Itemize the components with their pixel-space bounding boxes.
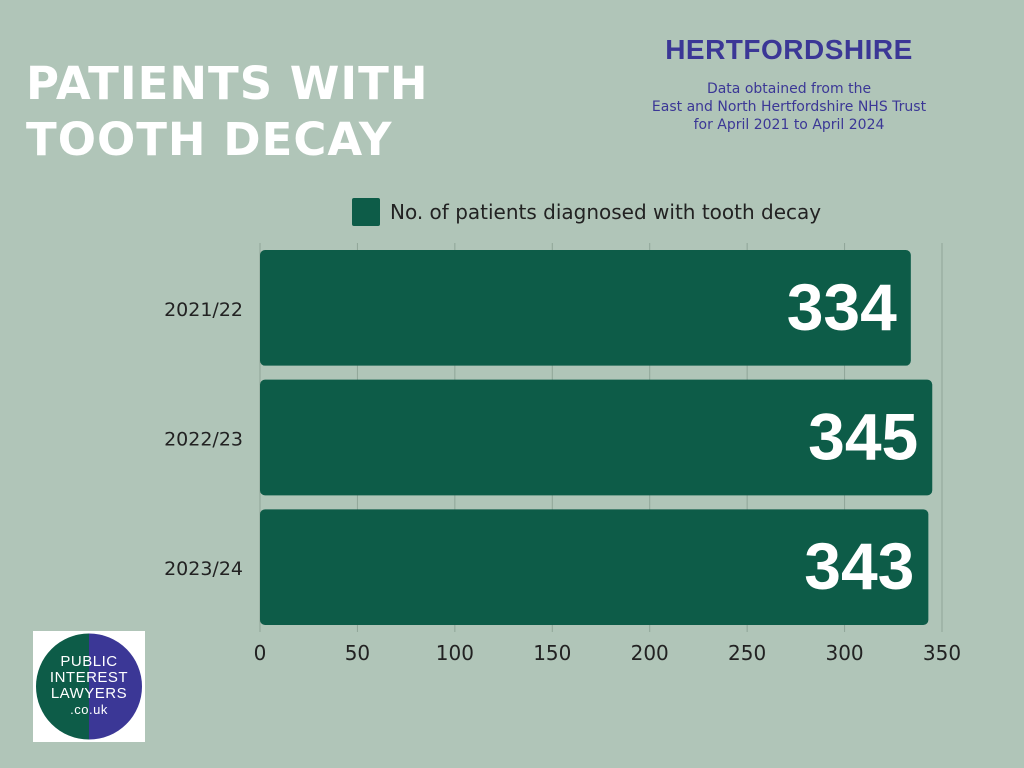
- data-label-1: 345: [808, 400, 918, 474]
- logo-line-2: INTEREST: [49, 669, 129, 686]
- page-title: PATIENTS WITH TOOTH DECAY: [26, 56, 429, 168]
- logo-line-1: PUBLIC: [60, 653, 118, 670]
- logo-line-4: .co.uk: [70, 702, 108, 717]
- category-label-1: 2022/23: [164, 429, 243, 451]
- source-line-3: for April 2021 to April 2024: [693, 117, 885, 133]
- data-label-0: 334: [787, 270, 897, 344]
- tick-label-4: 200: [631, 641, 669, 665]
- brand-logo: PUBLIC INTEREST LAWYERS .co.uk: [33, 631, 145, 742]
- category-label-2: 2023/24: [164, 558, 243, 580]
- logo-wordmark: PUBLIC INTEREST LAWYERS .co.uk: [33, 654, 145, 718]
- data-label-2: 343: [804, 529, 914, 603]
- bar-1: [260, 379, 933, 496]
- logo-line-3: LAWYERS: [50, 685, 128, 702]
- page-title-line-2: TOOTH DECAY: [26, 113, 393, 166]
- tick-label-3: 150: [533, 641, 571, 665]
- tick-label-6: 300: [825, 641, 863, 665]
- region-heading: HERTFORDSHIRE: [665, 34, 913, 65]
- page-title-line-1: PATIENTS WITH: [26, 57, 429, 110]
- bar-2: [260, 509, 929, 625]
- bar-0: [260, 250, 911, 366]
- category-label-0: 2021/22: [164, 299, 243, 321]
- source-line-1: Data obtained from the: [706, 81, 872, 97]
- tick-label-7: 350: [923, 641, 961, 665]
- tick-label-5: 250: [728, 641, 766, 665]
- source-note: Data obtained from the East and North He…: [612, 80, 966, 134]
- tick-label-2: 100: [436, 641, 474, 665]
- tick-label-1: 50: [345, 641, 370, 665]
- legend-label: No. of patients diagnosed with tooth dec…: [390, 200, 821, 224]
- source-line-2: East and North Hertfordshire NHS Trust: [651, 99, 927, 115]
- tick-label-0: 0: [254, 641, 267, 665]
- legend-swatch: [352, 198, 380, 226]
- logo-circle: [36, 633, 142, 740]
